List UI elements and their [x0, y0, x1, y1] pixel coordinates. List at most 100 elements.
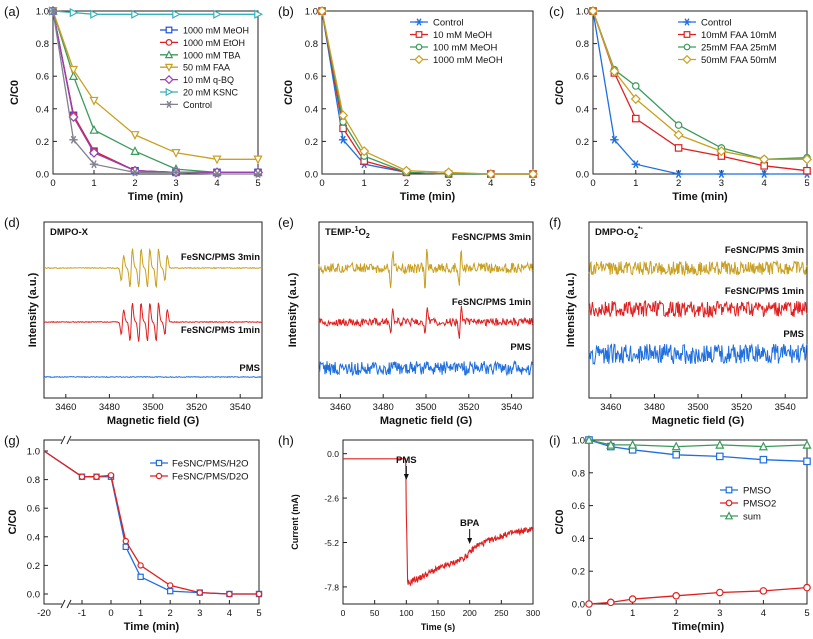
x-tick-label: 3460 [600, 402, 621, 413]
legend-label: 100 mM MeOH [433, 43, 498, 54]
x-tick-label: 250 [494, 608, 508, 618]
data-point [171, 149, 181, 158]
spectrum-trace-2 [318, 359, 534, 377]
legend-label: FeSNC/PMS/D2O [172, 472, 249, 483]
marker-stroke [633, 160, 639, 169]
data-point [674, 144, 683, 152]
spectrum-trace-1 [318, 305, 534, 339]
x-tick-label: 5 [804, 608, 809, 619]
annotation-arrowhead [403, 474, 409, 480]
x-axis-label: Time(min) [672, 621, 725, 633]
legend-marker [415, 31, 423, 38]
data-point [485, 168, 496, 180]
spectrum-trace-0 [588, 259, 808, 277]
x-tick-label: 3540 [230, 402, 251, 413]
legend-label: 20 mM KSNC [183, 88, 239, 98]
data-point [137, 562, 144, 569]
y-axis-label: C/C0 [283, 80, 295, 105]
x-tick-label: 50 [370, 608, 380, 618]
axis-break-mark [60, 435, 66, 445]
marker-stroke [684, 18, 690, 26]
legend-marker [682, 54, 692, 65]
data-point [211, 167, 223, 178]
data-point [253, 170, 263, 178]
x-tick-label: 3500 [142, 402, 163, 413]
x-tick-label: 0 [590, 178, 595, 189]
spectrum-label: PMS [239, 363, 260, 374]
y-tick-label: 0.6 [576, 72, 589, 83]
data-point [122, 537, 130, 545]
plot-frame-b [321, 10, 534, 175]
y-tick-label: 0.2 [576, 137, 589, 148]
series-line-1 [321, 10, 533, 175]
y-tick-label: 0.8 [576, 39, 589, 50]
data-point [338, 135, 348, 144]
marker-stroke [255, 170, 261, 178]
legend-label: 1000 mM MeOH [433, 55, 503, 66]
data-point [584, 434, 594, 444]
marker-stroke [166, 100, 172, 109]
y-tick-label: 0.6 [572, 501, 585, 512]
title-sub: 2 [366, 233, 370, 240]
y-axis-label: C/C0 [554, 80, 566, 105]
data-point [671, 441, 681, 451]
marker-stroke [718, 170, 725, 178]
data-point [672, 591, 681, 600]
series-line-0 [321, 10, 533, 175]
data-point [610, 135, 619, 144]
panel-label: (d) [4, 215, 20, 230]
x-axis-label: Time (min) [124, 621, 180, 633]
data-point [88, 147, 100, 158]
y-tick-label: 0.4 [305, 104, 318, 115]
data-point [93, 473, 100, 480]
panel-label: (i) [549, 433, 561, 448]
x-tick-label: -1 [78, 608, 86, 619]
x-tick-label: 2 [404, 178, 409, 189]
x-tick-label: 3 [197, 608, 202, 619]
axis-break-gap [62, 437, 70, 443]
panel-label: (b) [278, 4, 294, 19]
data-point [606, 598, 615, 607]
x-tick-label: 4 [214, 178, 219, 189]
x-tick-label: 3540 [775, 402, 796, 413]
y-tick-label: 0.8 [27, 475, 40, 486]
series-line-1 [588, 586, 808, 605]
y-tick-label: 1.0 [36, 7, 49, 18]
y-tick-label: 0.6 [27, 504, 40, 515]
x-tick-label: 0 [50, 178, 55, 189]
spectrum-label: FeSNC/PMS 1min [452, 297, 531, 308]
y-tick-label: -7.8 [324, 582, 339, 592]
x-tick-label: 3 [717, 608, 722, 619]
marker-stroke [340, 135, 346, 144]
title-main: DMPO-X [50, 227, 89, 238]
legend-marker [165, 39, 173, 46]
data-point [338, 110, 349, 121]
x-tick-label: 5 [255, 178, 260, 189]
data-point [715, 439, 725, 449]
annotation-bpa: BPA [460, 518, 479, 529]
y-axis-label: Intensity (a.u.) [287, 272, 299, 347]
data-point [803, 583, 811, 592]
axis-break-mark [66, 599, 72, 609]
legend-label: PMSO [743, 486, 771, 497]
legend-marker [724, 511, 734, 520]
x-tick-label: 1 [633, 178, 638, 189]
spectrum-title: TEMP-1O2 [325, 226, 370, 240]
y-tick-label: 0.2 [305, 137, 318, 148]
data-point [130, 131, 140, 140]
data-point [759, 154, 770, 165]
data-point [167, 587, 174, 595]
spectrum-label: FeSNC/PMS 3min [181, 252, 260, 263]
data-point [715, 452, 724, 461]
y-tick-label: 0.6 [305, 72, 318, 83]
marker-stroke [214, 170, 220, 178]
data-point [801, 154, 813, 165]
x-tick-label: 3480 [644, 402, 665, 413]
legend-marker [165, 26, 173, 34]
y-tick-label: 0.0 [36, 170, 49, 181]
spectrum-trace-0 [44, 247, 263, 289]
data-point [130, 146, 140, 155]
panel-label: (c) [549, 4, 564, 19]
y-axis-label: C/C0 [9, 80, 21, 105]
legend-marker [415, 18, 423, 26]
